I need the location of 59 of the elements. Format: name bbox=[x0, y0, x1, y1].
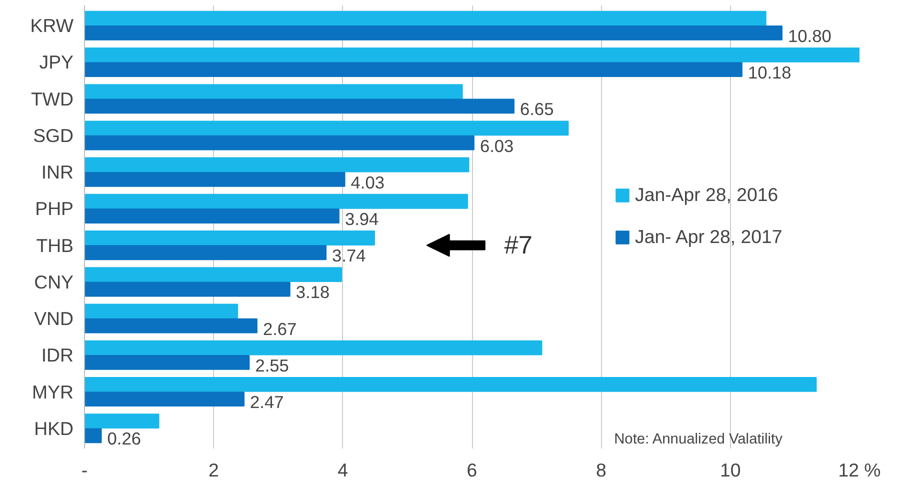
bar bbox=[84, 304, 238, 319]
x-tick-label: 2 bbox=[208, 460, 219, 480]
bar bbox=[84, 194, 468, 209]
bar bbox=[84, 392, 245, 407]
x-tick-label: 6 bbox=[466, 460, 478, 480]
bar bbox=[84, 62, 742, 78]
y-tick-label: HKD bbox=[34, 418, 74, 439]
y-tick-label: MYR bbox=[32, 381, 74, 402]
bar bbox=[84, 318, 258, 334]
bar bbox=[84, 340, 542, 356]
bar bbox=[84, 84, 463, 99]
bar bbox=[84, 355, 250, 370]
y-tick-label: PHP bbox=[35, 198, 74, 220]
bar bbox=[84, 282, 290, 297]
annotation: #7 bbox=[504, 231, 532, 260]
x-tick-label: 10 bbox=[720, 460, 741, 480]
legend-label: Jan- Apr 28, 2017 bbox=[635, 226, 782, 248]
data-label: 10.18 bbox=[748, 62, 792, 83]
bar bbox=[84, 230, 375, 246]
bar bbox=[84, 245, 327, 260]
x-tick-label: 8 bbox=[596, 460, 606, 480]
annotation: Note: Annualized Valatility bbox=[614, 431, 784, 448]
data-label: 2.47 bbox=[250, 392, 284, 412]
data-label: 10.80 bbox=[788, 26, 832, 46]
y-tick-label: KRW bbox=[30, 15, 74, 36]
bar bbox=[84, 376, 817, 392]
data-label: 3.94 bbox=[344, 209, 380, 230]
bar bbox=[84, 47, 860, 62]
x-tick-label: - bbox=[81, 460, 88, 480]
y-tick-label: JPY bbox=[39, 52, 74, 73]
y-tick-label: TWD bbox=[31, 88, 74, 110]
data-label: 2.67 bbox=[262, 318, 297, 339]
data-label: 6.03 bbox=[480, 136, 514, 156]
data-label: 2.55 bbox=[255, 355, 289, 376]
y-tick-label: SGD bbox=[33, 124, 74, 146]
y-tick-label: INR bbox=[41, 162, 74, 183]
y-tick-label: VND bbox=[34, 308, 74, 330]
data-label: 6.65 bbox=[520, 99, 554, 120]
bar bbox=[84, 414, 160, 428]
y-tick-label: CNY bbox=[34, 271, 74, 292]
bar bbox=[84, 10, 766, 26]
legend-label: Jan-Apr 28, 2016 bbox=[635, 184, 778, 206]
bar bbox=[84, 157, 470, 172]
bar bbox=[84, 120, 569, 136]
y-tick-label: THB bbox=[36, 234, 74, 256]
bar bbox=[84, 172, 346, 187]
data-label: 3.74 bbox=[332, 246, 366, 266]
bar bbox=[84, 135, 474, 150]
x-tick-label: 4 bbox=[338, 460, 348, 480]
bar bbox=[84, 26, 782, 40]
data-label: 4.03 bbox=[350, 172, 385, 192]
x-tick-label: 12 % bbox=[838, 460, 881, 480]
bar bbox=[84, 428, 102, 444]
bar bbox=[84, 208, 340, 224]
y-tick-label: IDR bbox=[41, 344, 74, 366]
bar bbox=[84, 267, 342, 282]
data-label: 0.26 bbox=[107, 428, 142, 449]
bar bbox=[84, 98, 514, 114]
data-label: 3.18 bbox=[296, 282, 330, 302]
